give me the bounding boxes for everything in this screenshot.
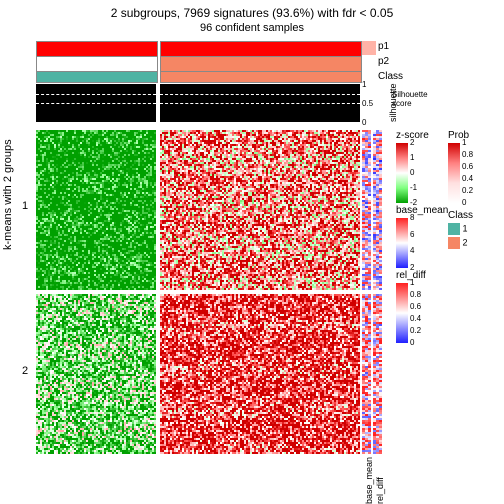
heatmap-block-0	[36, 130, 156, 290]
silhouette-block-1	[160, 84, 360, 122]
p1-bar-left	[36, 41, 158, 57]
class-bar-right	[160, 71, 362, 83]
side-label-base_mean: base_mean	[364, 457, 374, 504]
legend-class: Class 1 2	[448, 210, 473, 251]
p1-bar-right	[160, 41, 362, 57]
sub-title: 96 confident samples	[0, 22, 504, 34]
silhouette-block-0	[36, 84, 156, 122]
class-bar-left	[36, 71, 158, 83]
group-1-label: 1	[22, 200, 28, 212]
legend-z-score: z-score210-1-2	[396, 130, 429, 203]
legend-class-item-2: 2	[448, 237, 473, 249]
side-base_mean-0	[362, 130, 371, 290]
p1-label: p1	[378, 41, 389, 52]
main-title: 2 subgroups, 7969 signatures (93.6%) wit…	[0, 0, 504, 20]
legend-class-item-1: 1	[448, 223, 473, 235]
p1-legend-swatch	[362, 41, 376, 55]
class-label: Class	[378, 71, 403, 82]
y-axis-label: k-means with 2 groups	[2, 139, 14, 250]
legend-base_mean: base_mean8642	[396, 205, 448, 268]
p2-label: p2	[378, 56, 389, 67]
p2-bar-right	[160, 56, 362, 72]
silh-tick-0: 1	[362, 80, 366, 89]
legend-class-title: Class	[448, 210, 473, 221]
group-2-label: 2	[22, 365, 28, 377]
legend-Prob: Prob10.80.60.40.20	[448, 130, 469, 203]
legend-rel_diff: rel_diff10.80.60.40.20	[396, 270, 426, 343]
legend-title-base_mean: base_mean	[396, 205, 448, 216]
silhouette-score-label: Silhouette score	[392, 90, 428, 108]
heatmap-block-1	[160, 130, 360, 290]
side-rel_diff-0	[373, 130, 382, 290]
heatmap-block-3	[160, 294, 360, 454]
p2-bar-left	[36, 56, 158, 72]
heatmap-block-2	[36, 294, 156, 454]
silh-tick-2: 0	[362, 118, 366, 127]
side-label-rel_diff: rel_diff	[375, 477, 385, 504]
silh-tick-1: 0.5	[362, 99, 373, 108]
side-rel_diff-1	[373, 294, 382, 454]
side-base_mean-1	[362, 294, 371, 454]
